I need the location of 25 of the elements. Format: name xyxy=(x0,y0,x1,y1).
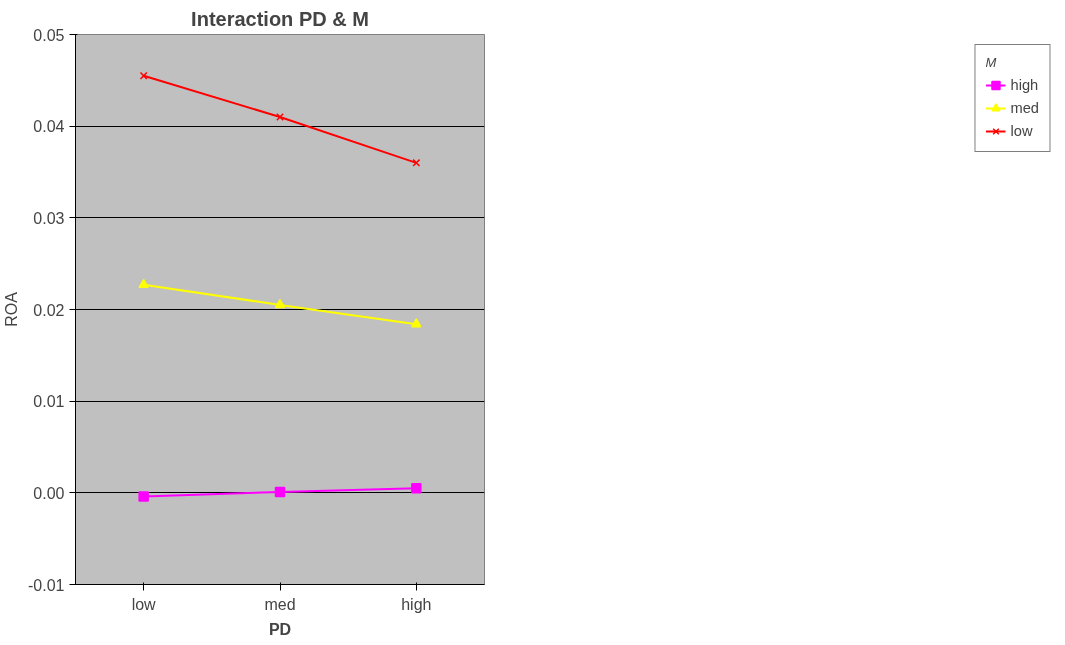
y-tick-label: 0.01 xyxy=(33,393,65,411)
point xyxy=(274,486,286,498)
x-tick-label: low xyxy=(131,595,157,613)
y-axis-title: ROA xyxy=(3,291,21,327)
legend-label: low xyxy=(1010,123,1033,139)
point xyxy=(138,278,149,289)
chart-title: Interaction PD & M xyxy=(191,7,369,30)
legend-title: M xyxy=(985,55,998,70)
y-tick-label: 0.00 xyxy=(33,484,65,502)
point xyxy=(138,491,149,502)
y-tick-label: 0.03 xyxy=(33,209,65,227)
y-tick-label: 0.05 xyxy=(33,26,65,44)
x-tick-label: high xyxy=(401,595,432,613)
point xyxy=(274,298,286,309)
y-tick-label: 0.04 xyxy=(33,118,65,136)
legend-label: med xyxy=(1010,100,1039,116)
x-axis-title: PD xyxy=(268,620,292,638)
legend-label: high xyxy=(1010,77,1039,93)
point xyxy=(411,483,422,494)
y-tick-label: 0.02 xyxy=(33,301,65,319)
point xyxy=(411,318,422,328)
x-tick-label: med xyxy=(264,595,296,613)
y-tick-label: -0.01 xyxy=(28,576,65,594)
point xyxy=(412,158,421,167)
point xyxy=(276,113,284,121)
